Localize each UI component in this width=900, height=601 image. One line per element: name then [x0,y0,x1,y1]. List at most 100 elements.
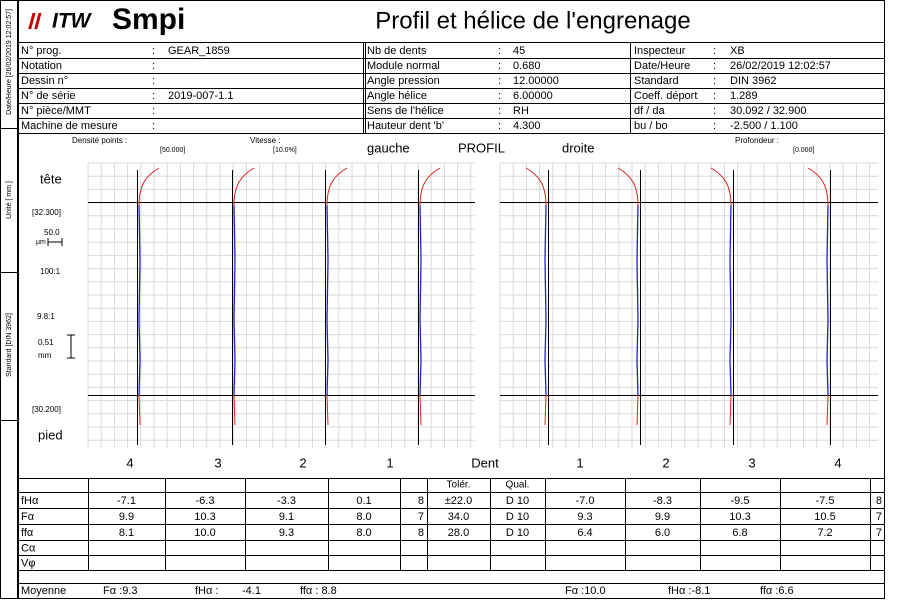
result-cell: 10.3 [194,511,215,523]
row-label: Vφ [21,557,35,569]
info-label: Module normal [367,60,440,72]
result-cell: 9.3 [279,527,294,539]
info-separator: : [498,75,501,87]
result-cell: -9.5 [731,495,750,507]
row-label: Fα [21,511,35,523]
info-value: 4.300 [513,120,541,132]
tooth-number: 2 [299,455,306,470]
result-cell: -8.3 [653,495,672,507]
mean-value: Fα :9.3 [103,585,137,597]
logo-stripe [34,13,42,29]
info-label: N° pièce/MMT [21,105,91,117]
profile-trace [729,394,732,426]
info-separator: : [152,105,155,117]
quality-header: Qual. [506,480,530,491]
profile-trace [710,167,732,207]
info-separator: : [713,90,716,102]
tooth-number: 3 [748,455,755,470]
result-cell: 6.8 [732,527,747,539]
sidebar-label: Unité [ mm ] [6,181,13,219]
mean-value: -4.1 [242,585,261,597]
teeth-label: Dent [471,455,499,470]
right-flank-title: droite [562,140,595,155]
profile-trace [233,167,255,207]
result-cell: 9.1 [279,511,294,523]
info-separator: : [498,120,501,132]
profile-trace [138,394,141,426]
info-separator: : [152,90,155,102]
info-value: 1.289 [730,90,758,102]
profile-trace [326,167,348,207]
result-cell: 6.4 [577,527,592,539]
profile-trace [233,204,236,396]
result-cell: 7 [876,511,882,523]
mean-value: ffα :6.6 [760,585,794,597]
info-label: Angle hélice [367,90,427,102]
info-value: XB [730,45,745,57]
result-cell: 9.3 [577,511,592,523]
result-cell: 8.0 [356,511,371,523]
tooth-number: 4 [834,455,841,470]
info-separator: : [713,105,716,117]
sidebar-label: Date/Heure [26/02/2019 12:02:57] [6,9,13,115]
info-value: 6.00000 [513,90,553,102]
result-cell: 8.0 [356,527,371,539]
info-value: GEAR_1859 [168,45,230,57]
info-label: Inspecteur [634,45,686,57]
profile-trace [138,204,141,396]
result-cell: 10.5 [814,511,835,523]
info-label: Hauteur dent 'b' [367,120,444,132]
profile-trace [138,167,160,207]
scale-unit: µm [36,239,46,246]
profile-trace [544,204,547,396]
profile-trace [636,204,639,396]
mean-label: Moyenne [21,585,66,597]
sidebar-frame [0,0,18,599]
result-cell: 34.0 [448,511,469,523]
length-unit: mm [38,351,52,360]
tolerance-header: Tolér. [447,480,471,491]
info-label: Dessin n° [21,75,68,87]
info-label: Coeff. déport [634,90,697,102]
tooth-number: 1 [576,455,583,470]
info-separator: : [152,45,155,57]
length-value: 0.51 [38,338,54,347]
result-cell: 9.9 [119,511,134,523]
result-cell: -7.1 [117,495,136,507]
tooth-number: 2 [662,455,669,470]
density-value: [50.000] [160,147,185,154]
speed-value: [10.0%] [273,147,297,154]
info-value: 2019-007-1.1 [168,90,233,102]
result-cell: 6.0 [655,527,670,539]
profile-trace [826,394,829,426]
row-label: Cα [21,542,36,554]
info-separator: : [152,120,155,132]
result-cell: -7.5 [816,495,835,507]
result-cell: 7.2 [817,527,832,539]
magnification: 100:1 [40,267,61,276]
info-label: Sens de l'hélice [367,105,444,117]
tip-value: [32.300] [32,208,61,217]
result-cell: 0.1 [356,495,371,507]
info-label: N° prog. [21,45,61,57]
result-cell: -6.3 [196,495,215,507]
info-value: 45 [513,45,525,57]
length-ratio: 9.8:1 [37,312,55,321]
info-value: 0.680 [513,60,541,72]
info-separator: : [498,45,501,57]
profile-trace [636,394,639,426]
info-label: Notation [21,60,62,72]
info-separator: : [713,60,716,72]
tip-label: tête [40,171,62,186]
depth-value: [0.000] [793,147,814,154]
info-separator: : [713,120,716,132]
info-value: -2.500 / 1.100 [730,120,798,132]
info-value: DIN 3962 [730,75,776,87]
info-label: Date/Heure [634,60,690,72]
row-label: ffα [21,527,34,539]
speed-label: Vitesse : [250,136,281,145]
report-title: Profil et hélice de l'engrenage [375,7,690,34]
tooth-number: 4 [126,455,133,470]
mean-value: fHα : [195,585,218,597]
